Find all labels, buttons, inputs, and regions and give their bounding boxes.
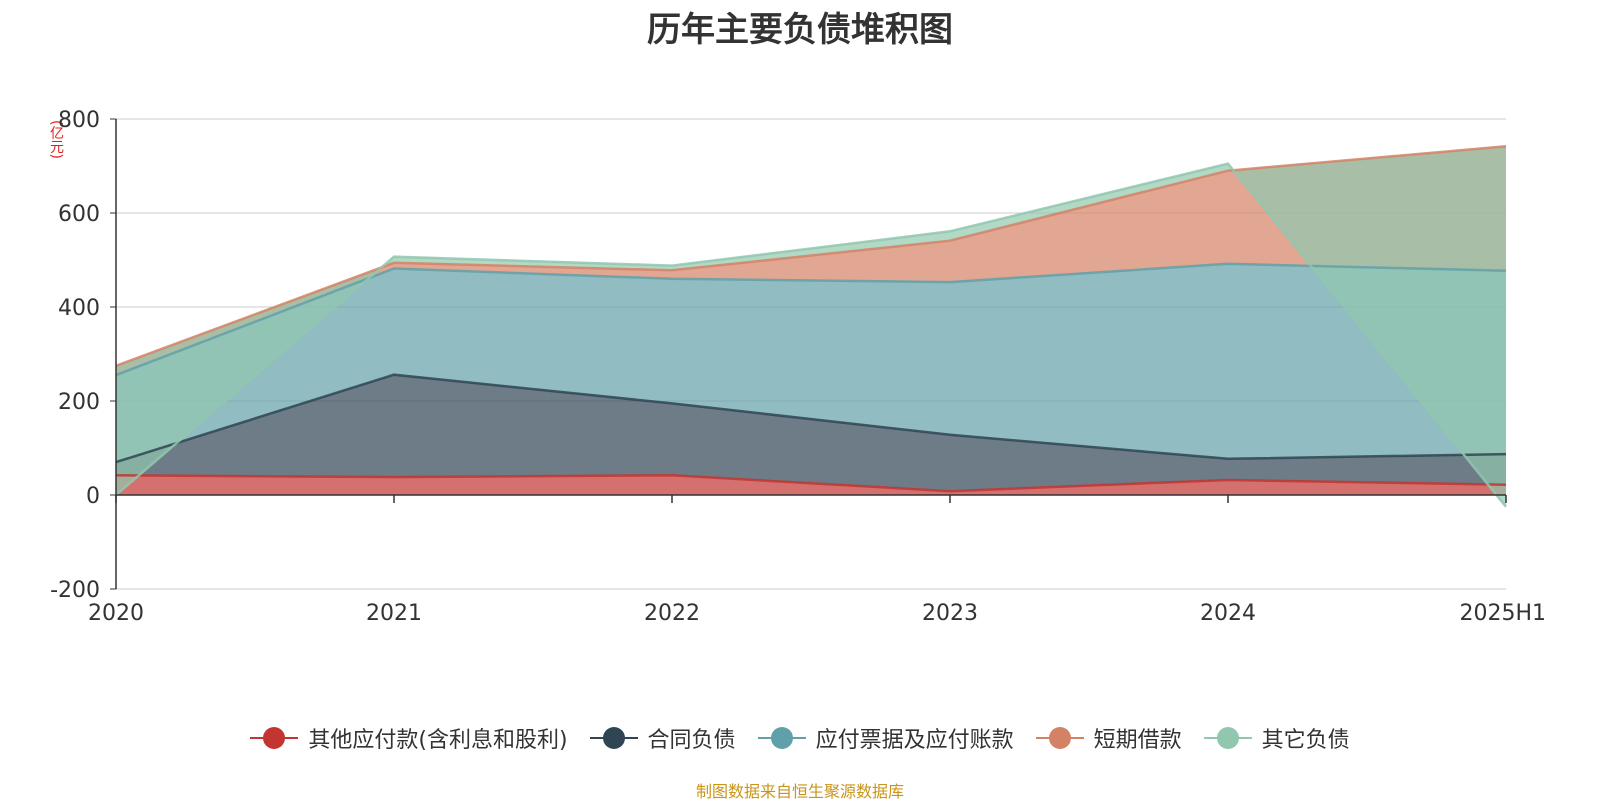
- y-tick-label: 400: [58, 296, 100, 321]
- legend-item-1[interactable]: 合同负债: [589, 722, 736, 754]
- x-tick-label: 2022: [644, 601, 700, 626]
- x-tick-label: 2025H1: [1459, 601, 1546, 626]
- source-note: 制图数据来自恒生聚源数据库: [695, 782, 904, 801]
- x-tick-label: 2024: [1200, 601, 1256, 626]
- legend: 其他应付款(含利息和股利) 合同负债 应付票据及应付账款 短期借款 其它负债: [0, 722, 1600, 754]
- line-series-1: [115, 373, 1507, 464]
- line-series-0: [115, 474, 1507, 493]
- legend-label: 应付票据及应付账款: [815, 728, 1014, 753]
- x-tick-labels: 2020 2021 2022 2023 2024 2025H1: [88, 601, 1546, 626]
- legend-marker: [757, 726, 806, 750]
- legend-marker: [250, 726, 299, 750]
- y-tick-label: 800: [58, 108, 100, 133]
- area-series-0: [116, 475, 1506, 495]
- area-series-4: [116, 146, 1506, 507]
- chart-title: 历年主要负债堆积图: [647, 10, 953, 50]
- area-series-1: [116, 374, 1506, 492]
- area-series-3: [116, 146, 1506, 376]
- y-tick-label: 600: [58, 202, 100, 227]
- y-tick-label: -200: [50, 578, 100, 603]
- y-tick-labels: 800 600 400 200 0 -200: [50, 108, 100, 603]
- legend-marker: [589, 726, 638, 750]
- legend-item-4[interactable]: 其它负债: [1203, 722, 1350, 754]
- legend-item-3[interactable]: 短期借款: [1035, 722, 1182, 754]
- y-axis-unit: (亿元): [48, 120, 64, 159]
- x-tick-label: 2023: [922, 601, 978, 626]
- y-tick-label: 0: [86, 484, 100, 509]
- legend-label: 其他应付款(含利息和股利): [308, 728, 568, 753]
- legend-marker: [1035, 726, 1084, 750]
- x-tick-label: 2020: [88, 601, 144, 626]
- line-series-3: [115, 145, 1507, 367]
- legend-label: 其它负债: [1261, 728, 1350, 753]
- line-series-2: [115, 262, 1507, 377]
- series-lines: [115, 145, 1507, 508]
- legend-item-0[interactable]: 其他应付款(含利息和股利): [250, 722, 568, 754]
- area-series-2: [116, 263, 1506, 463]
- line-series-4: [115, 162, 1507, 508]
- y-tick-label: 200: [58, 390, 100, 415]
- area-series: [116, 146, 1506, 507]
- axes: [110, 118, 1507, 590]
- legend-item-2[interactable]: 应付票据及应付账款: [757, 722, 1014, 754]
- legend-label: 合同负债: [647, 728, 736, 753]
- legend-label: 短期借款: [1093, 728, 1182, 753]
- legend-marker: [1203, 726, 1252, 750]
- x-tick-label: 2021: [366, 601, 422, 626]
